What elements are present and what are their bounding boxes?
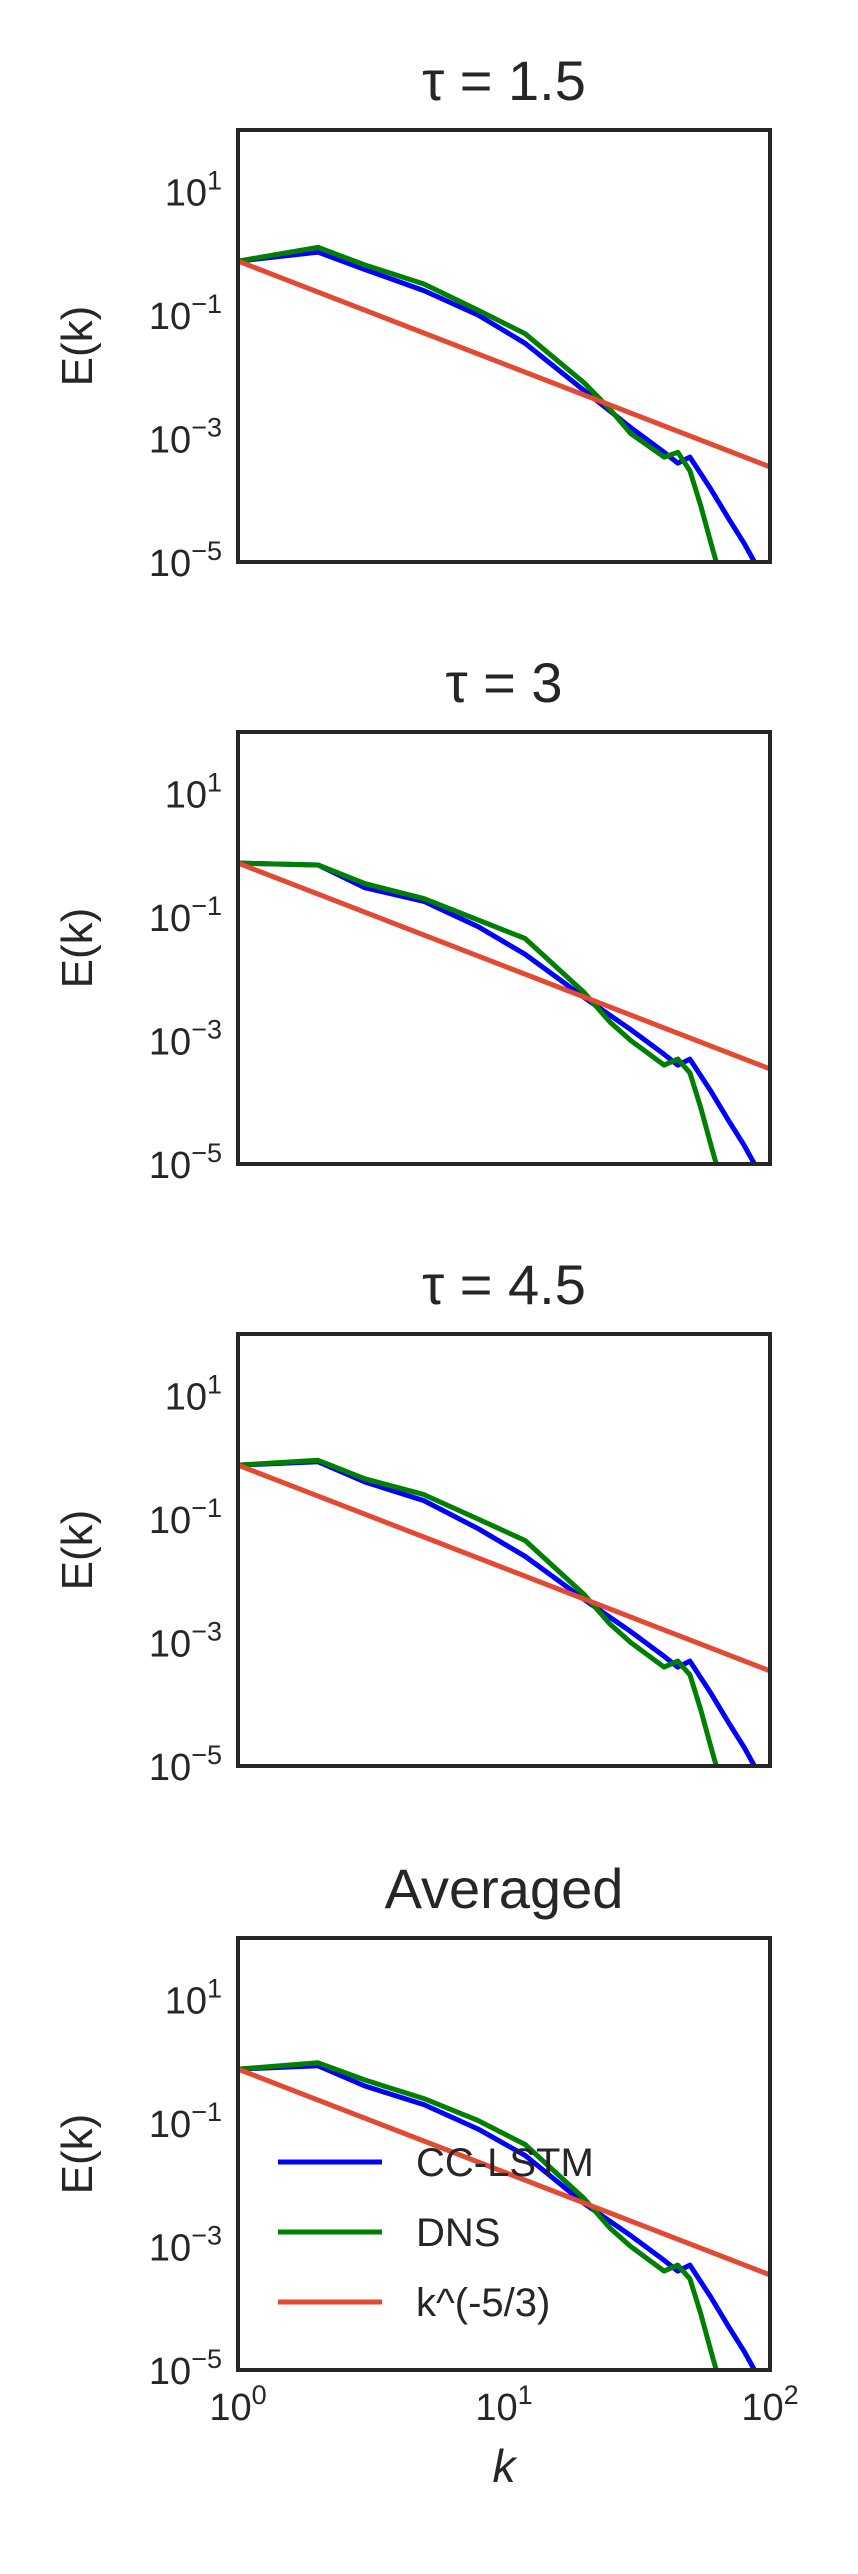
legend-entry: CC-LSTM — [416, 2141, 594, 2185]
y-tick-label: 10−1 — [149, 2097, 222, 2146]
y-axis-label: E(k) — [53, 908, 102, 989]
x-tick-label: 102 — [741, 2380, 798, 2429]
y-tick-label: 10−1 — [149, 891, 222, 940]
y-tick-label: 101 — [165, 1974, 222, 2023]
x-tick-label: 101 — [475, 2380, 532, 2429]
y-axis-label: E(k) — [53, 306, 102, 387]
y-tick-label: 101 — [165, 768, 222, 817]
y-tick-label: 10−3 — [149, 413, 222, 462]
series-line-k-5-3 — [238, 2066, 770, 2278]
y-tick-label: 101 — [165, 1370, 222, 1419]
y-tick-label: 10−3 — [149, 1015, 222, 1064]
plot-frame — [236, 1936, 772, 2372]
plot-frame — [236, 1332, 772, 1768]
series-line-cc-lstm — [238, 249, 758, 562]
series-line-k-5-3 — [238, 860, 770, 1072]
x-tick-label: 100 — [209, 2380, 266, 2429]
series-line-cc-lstm — [238, 2063, 758, 2370]
series-line-k-5-3 — [238, 1462, 770, 1674]
chart-panel-3: τ = 4.5 E(k) 101 10−1 10−3 10−5 — [53, 1253, 772, 1789]
series-line-dns — [238, 1457, 719, 1766]
series-line-dns — [238, 244, 719, 562]
y-tick-label: 10−5 — [149, 536, 222, 585]
y-tick-label: 10−3 — [149, 1617, 222, 1666]
series-line-k-5-3 — [238, 258, 770, 470]
legend-entry: k^(-5/3) — [416, 2281, 550, 2325]
series-line-cc-lstm — [238, 1459, 758, 1766]
legend: CC-LSTM DNS k^(-5/3) — [278, 2141, 594, 2325]
y-axis-label: E(k) — [53, 2114, 102, 2195]
chart-title: τ = 1.5 — [422, 49, 586, 112]
chart-panel-1: τ = 1.5 E(k) 101 10−1 10−3 10−5 — [53, 49, 772, 585]
y-tick-label: 10−5 — [149, 1138, 222, 1187]
y-tick-label: 101 — [165, 166, 222, 215]
y-axis-label: E(k) — [53, 1510, 102, 1591]
chart-title: Averaged — [385, 1857, 624, 1920]
plot-frame — [236, 128, 772, 564]
y-tick-label: 10−3 — [149, 2221, 222, 2270]
plot-frame — [236, 730, 772, 1166]
series-line-dns — [238, 2060, 719, 2370]
x-axis-label: k — [493, 2440, 518, 2492]
chart-title: τ = 4.5 — [422, 1253, 586, 1316]
y-tick-label: 10−5 — [149, 1740, 222, 1789]
legend-entry: DNS — [416, 2211, 500, 2255]
series-line-cc-lstm — [238, 860, 758, 1164]
y-tick-label: 10−1 — [149, 289, 222, 338]
y-tick-label: 10−5 — [149, 2344, 222, 2393]
series-line-dns — [238, 860, 719, 1164]
chart-panel-2: τ = 3 E(k) 101 10−1 10−3 10−5 — [53, 651, 772, 1187]
y-tick-label: 10−1 — [149, 1493, 222, 1542]
chart-title: τ = 3 — [445, 651, 562, 714]
